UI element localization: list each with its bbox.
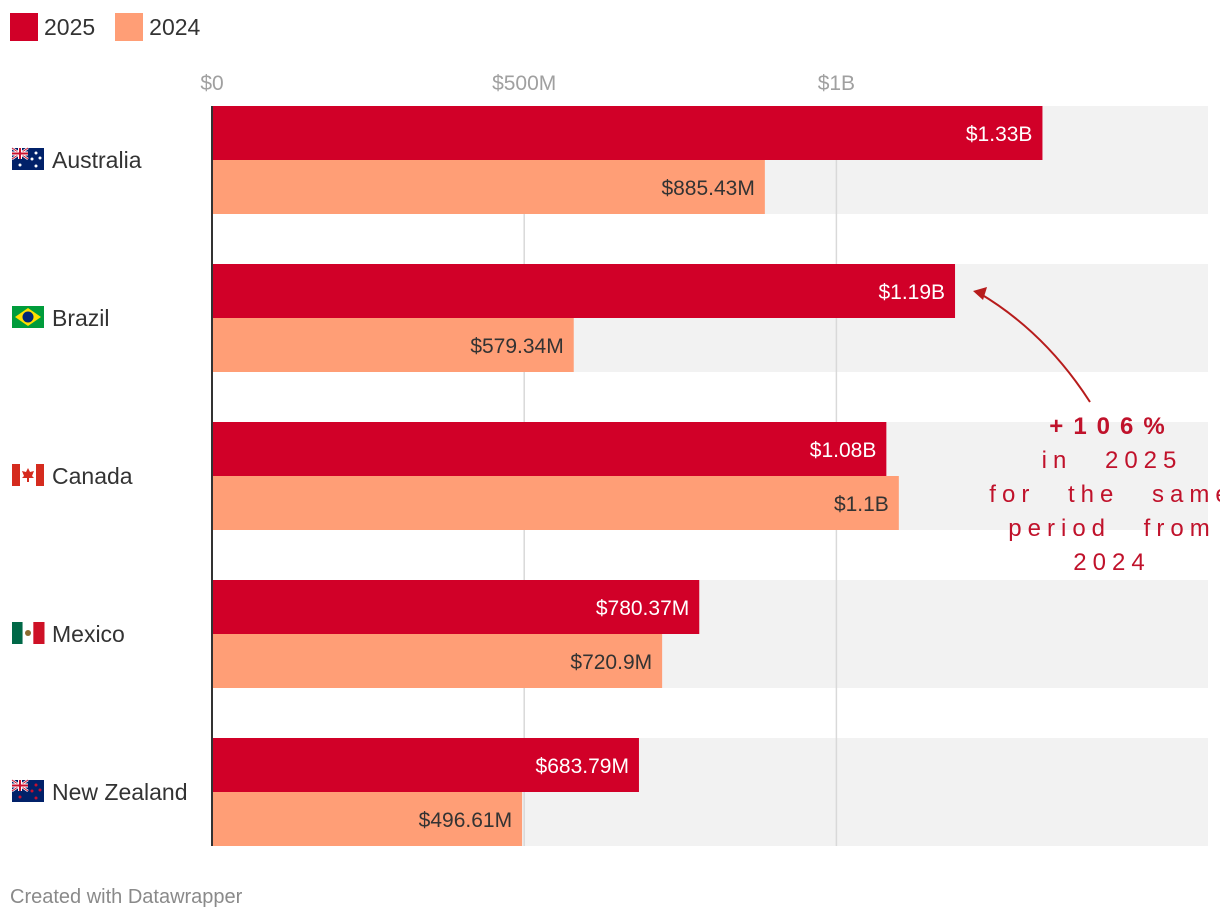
legend-swatch-2025 (10, 13, 38, 41)
bar-value-label: $683.79M (536, 755, 629, 778)
bar-2024 (212, 160, 765, 214)
bar-2025 (212, 422, 887, 476)
canada-flag-icon (12, 464, 44, 486)
x-tick-label: $1B (818, 72, 855, 95)
australia-flag-icon (11, 146, 44, 170)
bar-2024 (212, 634, 663, 688)
bar-2025 (212, 580, 700, 634)
bar-2025 (212, 738, 639, 792)
annotation-text-line: period from (1008, 515, 1215, 542)
category-label: New Zealand (52, 779, 188, 805)
bar-2025 (212, 106, 1043, 160)
bar-value-label: $885.43M (661, 177, 754, 200)
category-label: Canada (52, 463, 133, 489)
bar-value-label: $720.9M (570, 651, 652, 674)
bar-chart: $0 $500M $1B Australia $1.33B $885.43M Brazil $… (11, 72, 1220, 846)
annotation-text-line: for the same (989, 481, 1220, 508)
bar-value-label: $780.37M (596, 597, 689, 620)
legend-item-2025: 2025 (10, 13, 95, 41)
bar-2024 (212, 476, 899, 530)
bar-2025 (212, 264, 956, 318)
annotation-highlight: +106% (1049, 413, 1174, 440)
legend-label-2024: 2024 (149, 13, 201, 40)
category-label: Mexico (52, 621, 125, 647)
bar-value-label: $1.08B (810, 439, 877, 462)
x-tick-label: $500M (492, 72, 556, 95)
bar-2024 (212, 792, 523, 846)
legend-swatch-2024 (115, 13, 144, 41)
bar-value-label: $1.19B (878, 281, 945, 304)
brazil-flag-icon (12, 306, 44, 328)
annotation-arrow (978, 292, 1091, 403)
bar-value-label: $579.34M (470, 335, 563, 358)
legend-label-2025: 2025 (44, 13, 96, 40)
bar-value-label: $1.33B (966, 123, 1033, 146)
category-label: Australia (52, 147, 142, 173)
bar-value-label: $1.1B (834, 493, 889, 516)
legend: 2025 2024 (10, 13, 220, 41)
annotation-text-line: in 2025 (1042, 447, 1183, 474)
bar-2024 (212, 318, 574, 372)
x-tick-label: $0 (200, 72, 223, 95)
category-label: Brazil (52, 305, 110, 331)
annotation-text-line: 2024 (1073, 549, 1150, 576)
bar-value-label: $496.61M (419, 809, 512, 832)
new-zealand-flag-icon (11, 778, 44, 802)
footer-credit[interactable]: Created with Datawrapper (10, 886, 243, 908)
mexico-flag-icon (12, 622, 45, 644)
legend-item-2024: 2024 (115, 13, 200, 41)
annotation-arrowhead (973, 287, 988, 300)
